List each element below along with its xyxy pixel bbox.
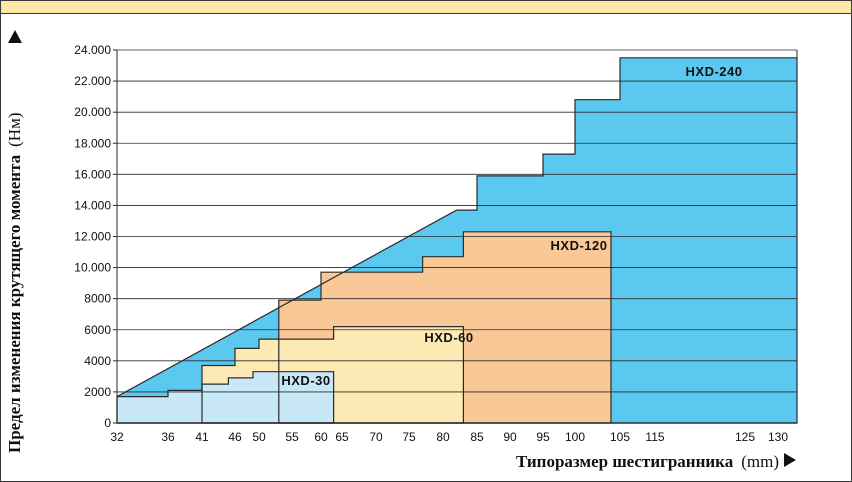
y-tick-label: 24.000 <box>74 43 111 57</box>
y-tick-label: 14.000 <box>74 198 111 212</box>
x-tick-label: 60 <box>314 430 328 444</box>
x-axis-title: Типоразмер шестигранника (mm) <box>516 452 779 471</box>
y-axis-label: Предел изменения крутящего момента <box>5 154 24 453</box>
x-tick-label: 95 <box>536 430 550 444</box>
x-tick-label: 100 <box>565 430 585 444</box>
area-hxd-30 <box>117 371 334 423</box>
y-tick-label: 2000 <box>84 385 111 399</box>
y-tick-label: 10.000 <box>74 261 111 275</box>
x-tick-label: 36 <box>161 430 175 444</box>
x-tick-label: 105 <box>610 430 630 444</box>
y-tick-label: 18.000 <box>74 136 111 150</box>
x-tick-label: 32 <box>110 430 124 444</box>
y-tick-label: 8000 <box>84 292 111 306</box>
x-tick-label: 46 <box>228 430 242 444</box>
series-label-hxd-120: HXD-120 <box>551 238 608 253</box>
series-label-hxd-240: HXD-240 <box>686 64 743 79</box>
outline-hxd-60 <box>201 326 464 424</box>
x-tick-label: 90 <box>503 430 517 444</box>
outline-hxd-120 <box>278 231 612 424</box>
y-tick-label: 4000 <box>84 354 111 368</box>
outline-hxd-30 <box>116 371 335 424</box>
x-tick-label: 41 <box>195 430 209 444</box>
y-tick-label: 16.000 <box>74 167 111 181</box>
y-tick-label: 22.000 <box>74 74 111 88</box>
x-tick-label: 55 <box>285 430 299 444</box>
y-tick-label: 0 <box>104 416 111 430</box>
x-tick-label: 85 <box>470 430 484 444</box>
x-tick-label: 70 <box>369 430 383 444</box>
y-tick-label: 6000 <box>84 323 111 337</box>
top-band <box>1 1 851 14</box>
x-tick-label: 65 <box>335 430 349 444</box>
y-axis-title: Предел изменения крутящего момента (Нм) <box>5 113 24 453</box>
x-tick-label: 75 <box>402 430 416 444</box>
x-tick-label: 130 <box>768 430 788 444</box>
x-tick-label: 50 <box>252 430 266 444</box>
y-tick-label: 12.000 <box>74 230 111 244</box>
x-tick-label: 125 <box>735 430 755 444</box>
y-axis-unit: (Нм) <box>5 113 24 147</box>
series-label-hxd-30: HXD-30 <box>281 373 330 388</box>
x-axis-unit: (mm) <box>741 452 779 471</box>
x-tick-label: 80 <box>436 430 450 444</box>
x-axis-label: Типоразмер шестигранника <box>516 452 734 471</box>
y-axis-arrow-icon <box>8 30 22 43</box>
y-tick-label: 20.000 <box>74 105 111 119</box>
x-axis-arrow-icon <box>784 453 796 467</box>
outline-hxd-240 <box>116 57 798 424</box>
x-tick-label: 115 <box>645 430 664 444</box>
series-label-hxd-60: HXD-60 <box>424 330 473 345</box>
